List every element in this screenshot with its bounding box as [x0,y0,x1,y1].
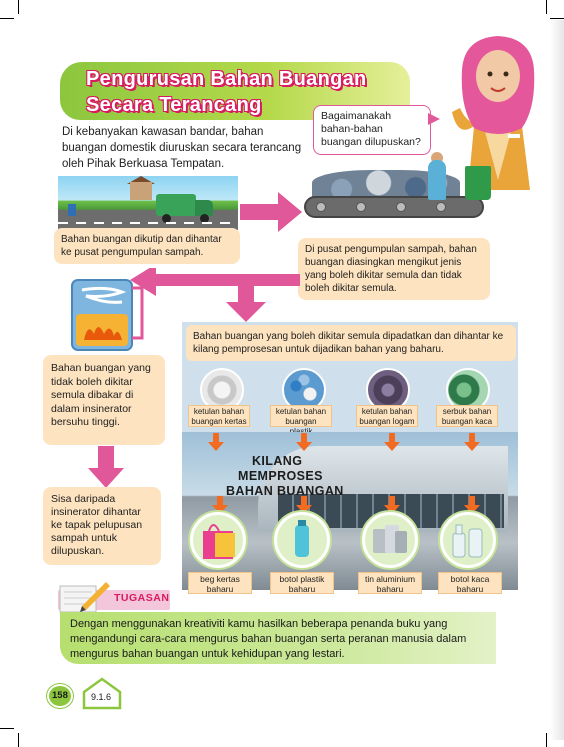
crop-mark [18,733,19,747]
caption-sort: Di pusat pengumpulan sampah, bahan buang… [298,238,490,300]
sorting-conveyor-scene [300,152,495,228]
road-line [58,222,238,224]
page-number-badge [47,684,73,708]
page-title-line2: Secara Terancang [86,94,262,116]
material-label-plastic: ketulan bahan buangan plastik [270,405,332,436]
roller [316,202,326,212]
truck-cab [195,200,213,216]
wheel-icon [200,214,209,223]
garbage-truck-icon [156,194,196,216]
factory-sign-line2: MEMPROSES [238,469,323,483]
conveyor-belt [304,196,484,218]
arrow-down-icon [88,446,124,488]
product-label-plastic-bottle: botol plastik baharu [270,572,334,594]
paper-bag-icon [203,524,235,559]
product-label-aluminium-can: tin aluminium baharu [358,572,422,594]
caption-recycle: Bahan buangan yang boleh dikitar semula … [186,325,516,361]
standard-code: 9.1.6 [91,692,112,702]
incinerator-icon [71,279,144,351]
factory-sign-line1: KILANG [252,454,303,468]
crop-mark [18,0,19,14]
factory-sign: KILANG MEMPROSES BAHAN BUANGAN [194,454,344,499]
product-paper-bag [190,512,246,568]
split-arrow-icon [130,268,300,322]
crop-mark [550,18,564,19]
material-label-glass: serbuk bahan buangan kaca [436,405,498,427]
crop-mark [0,18,14,19]
product-glass-bottle [440,512,496,568]
arrow-down-icon [464,433,480,451]
arrow-down-icon [296,496,312,514]
house-icon [130,182,152,200]
crop-mark [546,733,547,747]
worker-figure [428,160,446,200]
arrow-down-icon [384,433,400,451]
aluminium-can-icon [373,525,407,553]
roller [436,202,446,212]
plastic-bottle-icon [295,520,309,557]
page-title-line1: Pengurusan Bahan Buangan [86,68,367,90]
arrow-down-icon [212,496,228,514]
green-bin-icon [465,166,491,200]
intro-text: Di kebanyakan kawasan bandar, bahan buan… [62,126,302,170]
tugasan-label: TUGASAN [114,592,170,604]
crop-mark [0,728,14,729]
paper-bale-icon [200,368,244,412]
plastic-pellets-icon [282,368,326,412]
caption-landfill: Sisa daripada insinerator dihantar ke ta… [43,487,161,565]
glass-bottle-icon [452,524,483,558]
arrow-down-icon [464,496,480,514]
caption-collect: Bahan buangan dikutip dan dihantar ke pu… [54,228,240,264]
bin-icon [68,204,76,216]
product-label-glass-bottle: botol kaca baharu [438,572,502,594]
arrow-down-icon [208,433,224,451]
product-aluminium-can [362,512,418,568]
speech-bubble-tail [428,113,440,125]
caption-incinerate: Bahan buangan yang tidak boleh dikitar s… [43,355,165,445]
page-number: 158 [52,690,68,701]
arrow-right-icon [240,192,302,232]
house-outline-icon [82,677,122,710]
material-label-paper: ketulan bahan buangan kertas [188,405,250,427]
garbage-truck-scene [58,176,238,230]
crop-mark [546,0,547,14]
task-text: Dengan menggunakan kreativiti kamu hasil… [60,612,496,664]
factory-sign-line3: BAHAN BUANGAN [226,484,344,498]
roller [396,202,406,212]
material-label-metal: ketulan bahan buangan logam [356,405,418,427]
arrow-down-icon [296,433,312,451]
page-edge [550,20,564,740]
product-label-paper-bag: beg kertas baharu [188,572,252,594]
house-roof [127,176,155,184]
product-plastic-bottle [274,512,330,568]
arrow-down-icon [384,496,400,514]
speech-bubble: Bagaimanakah bahan-bahan buangan dilupus… [313,105,431,155]
roller [356,202,366,212]
wheel-icon [162,214,171,223]
